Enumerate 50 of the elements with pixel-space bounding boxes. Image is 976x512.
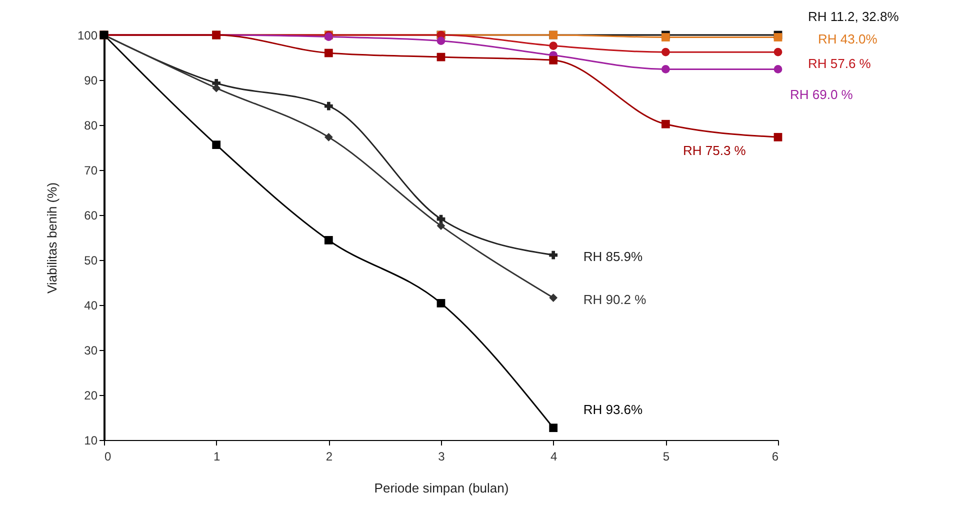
x-tick-label: 4 — [550, 450, 558, 464]
x-tick-label: 6 — [772, 450, 779, 464]
point — [324, 102, 333, 110]
point — [549, 294, 558, 302]
y-tick-label: 40 — [84, 298, 98, 312]
series-label: RH 75.3 % — [683, 143, 746, 158]
text: RH 43.0% — [818, 31, 878, 46]
point — [774, 48, 782, 56]
point — [436, 36, 446, 46]
y-axis-title: Viabilitas benih (%) — [44, 182, 60, 294]
point — [436, 299, 446, 308]
point — [549, 56, 558, 64]
point — [324, 48, 333, 58]
x-axis-title: Periode simpan (bulan) — [374, 480, 509, 496]
y-tick-label: 90 — [84, 74, 98, 88]
text: RH 57.6 % — [808, 56, 872, 72]
y-tick-label: 30 — [84, 344, 98, 358]
y-tick-label: 60 — [84, 208, 98, 222]
point — [774, 33, 782, 42]
point — [774, 65, 782, 74]
series-label: RH 69.0 % — [790, 87, 854, 102]
point — [324, 132, 333, 142]
point — [212, 84, 221, 92]
point — [436, 222, 446, 230]
point — [549, 250, 558, 260]
point — [549, 42, 558, 50]
point — [661, 48, 670, 56]
y-tick-label: 70 — [84, 164, 98, 178]
point — [661, 33, 670, 42]
text: RH 93.6% — [583, 402, 644, 417]
point — [549, 424, 558, 432]
x-tick-label: 5 — [662, 450, 670, 464]
point — [774, 132, 782, 142]
y-tick-label: 10 — [84, 434, 98, 448]
point — [661, 120, 670, 128]
y-tick-label: 50 — [84, 254, 98, 268]
series-label: RH 90.2 % — [583, 292, 647, 307]
y-tick-label: 20 — [84, 388, 98, 402]
point — [212, 140, 221, 149]
point — [661, 65, 670, 74]
series-label: RH 85.9% — [583, 249, 644, 264]
x-tick-label: 0 — [104, 450, 112, 464]
x-tick-label: 3 — [438, 450, 446, 464]
x-tick-label: 2 — [326, 450, 333, 464]
x-tick-label: 1 — [213, 450, 220, 464]
text: RH 11.2, 32.8% — [808, 9, 900, 24]
y-tick-label: 80 — [84, 118, 98, 132]
y-tick-label: 100 — [77, 28, 98, 42]
point — [324, 236, 333, 244]
point — [436, 52, 446, 62]
